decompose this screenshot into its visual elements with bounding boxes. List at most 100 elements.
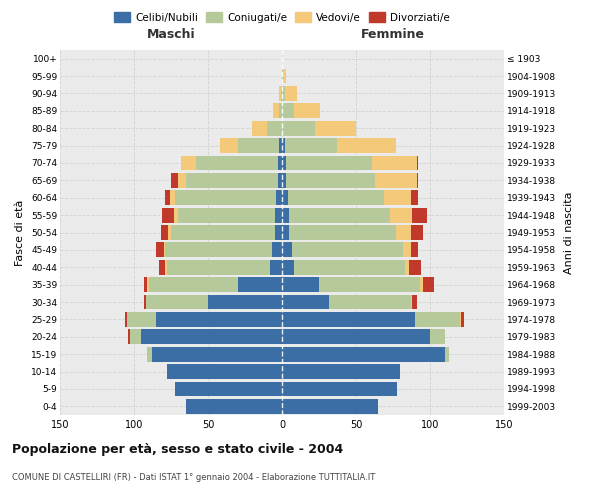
Bar xyxy=(275,225,282,240)
Bar xyxy=(411,190,418,205)
Bar xyxy=(286,156,372,170)
Bar xyxy=(272,242,282,258)
Bar xyxy=(165,190,170,205)
Bar xyxy=(282,242,292,258)
Bar xyxy=(372,156,416,170)
Y-axis label: Anni di nascita: Anni di nascita xyxy=(565,191,574,274)
Bar xyxy=(175,190,276,205)
Bar xyxy=(416,173,418,188)
Bar xyxy=(156,312,282,327)
Bar xyxy=(159,260,165,274)
Bar xyxy=(430,330,445,344)
Bar xyxy=(285,86,297,101)
Bar xyxy=(267,121,282,136)
Bar xyxy=(128,330,130,344)
Bar xyxy=(220,138,238,153)
Bar xyxy=(171,173,178,188)
Bar xyxy=(148,278,149,292)
Bar xyxy=(273,104,279,118)
Bar xyxy=(289,225,396,240)
Bar xyxy=(282,173,286,188)
Bar xyxy=(282,330,430,344)
Bar xyxy=(186,173,278,188)
Bar xyxy=(278,156,282,170)
Bar xyxy=(282,225,289,240)
Bar xyxy=(125,312,127,327)
Bar xyxy=(178,208,275,222)
Bar xyxy=(282,364,400,379)
Bar xyxy=(286,173,375,188)
Bar xyxy=(145,278,148,292)
Bar xyxy=(285,138,337,153)
Bar xyxy=(270,260,282,274)
Bar xyxy=(422,278,434,292)
Bar xyxy=(148,347,152,362)
Bar xyxy=(178,173,186,188)
Text: COMUNE DI CASTELLIRI (FR) - Dati ISTAT 1° gennaio 2004 - Elaborazione TUTTITALIA: COMUNE DI CASTELLIRI (FR) - Dati ISTAT 1… xyxy=(12,472,375,482)
Bar xyxy=(282,104,294,118)
Text: Popolazione per età, sesso e stato civile - 2004: Popolazione per età, sesso e stato civil… xyxy=(12,442,343,456)
Bar xyxy=(282,156,286,170)
Bar xyxy=(282,121,314,136)
Bar xyxy=(289,208,390,222)
Bar xyxy=(294,104,320,118)
Bar xyxy=(276,190,282,205)
Legend: Celibi/Nubili, Coniugati/e, Vedovi/e, Divorziati/e: Celibi/Nubili, Coniugati/e, Vedovi/e, Di… xyxy=(112,10,452,24)
Bar xyxy=(282,138,285,153)
Bar xyxy=(319,278,419,292)
Bar xyxy=(146,294,208,310)
Bar xyxy=(282,399,378,413)
Bar xyxy=(175,382,282,396)
Bar xyxy=(329,294,411,310)
Bar xyxy=(164,242,165,258)
Bar xyxy=(167,260,270,274)
Bar xyxy=(196,156,278,170)
Bar xyxy=(412,294,416,310)
Bar xyxy=(130,330,142,344)
Bar xyxy=(403,242,411,258)
Bar xyxy=(283,68,286,84)
Bar xyxy=(282,190,288,205)
Bar xyxy=(412,208,427,222)
Bar xyxy=(156,242,164,258)
Bar xyxy=(411,242,418,258)
Bar xyxy=(282,260,294,274)
Bar xyxy=(282,347,445,362)
Bar xyxy=(288,190,384,205)
Bar xyxy=(282,208,289,222)
Bar xyxy=(445,347,449,362)
Bar xyxy=(411,225,422,240)
Bar xyxy=(419,278,422,292)
Bar xyxy=(162,208,174,222)
Bar xyxy=(174,208,178,222)
Bar xyxy=(411,294,412,310)
Bar xyxy=(384,190,411,205)
Bar xyxy=(149,278,238,292)
Bar xyxy=(282,312,415,327)
Y-axis label: Fasce di età: Fasce di età xyxy=(16,200,25,266)
Bar xyxy=(460,312,461,327)
Bar xyxy=(281,86,282,101)
Bar xyxy=(405,260,409,274)
Bar xyxy=(396,225,411,240)
Bar xyxy=(314,121,356,136)
Bar xyxy=(279,138,282,153)
Bar xyxy=(165,242,272,258)
Bar xyxy=(282,86,285,101)
Bar xyxy=(278,173,282,188)
Bar xyxy=(127,312,156,327)
Bar xyxy=(208,294,282,310)
Bar xyxy=(167,364,282,379)
Bar xyxy=(165,260,167,274)
Bar xyxy=(142,330,282,344)
Bar xyxy=(275,208,282,222)
Bar xyxy=(282,278,319,292)
Bar xyxy=(375,173,416,188)
Bar xyxy=(181,156,196,170)
Bar xyxy=(238,278,282,292)
Bar xyxy=(168,225,171,240)
Bar xyxy=(282,382,397,396)
Bar xyxy=(282,294,329,310)
Bar xyxy=(253,121,267,136)
Bar xyxy=(170,190,175,205)
